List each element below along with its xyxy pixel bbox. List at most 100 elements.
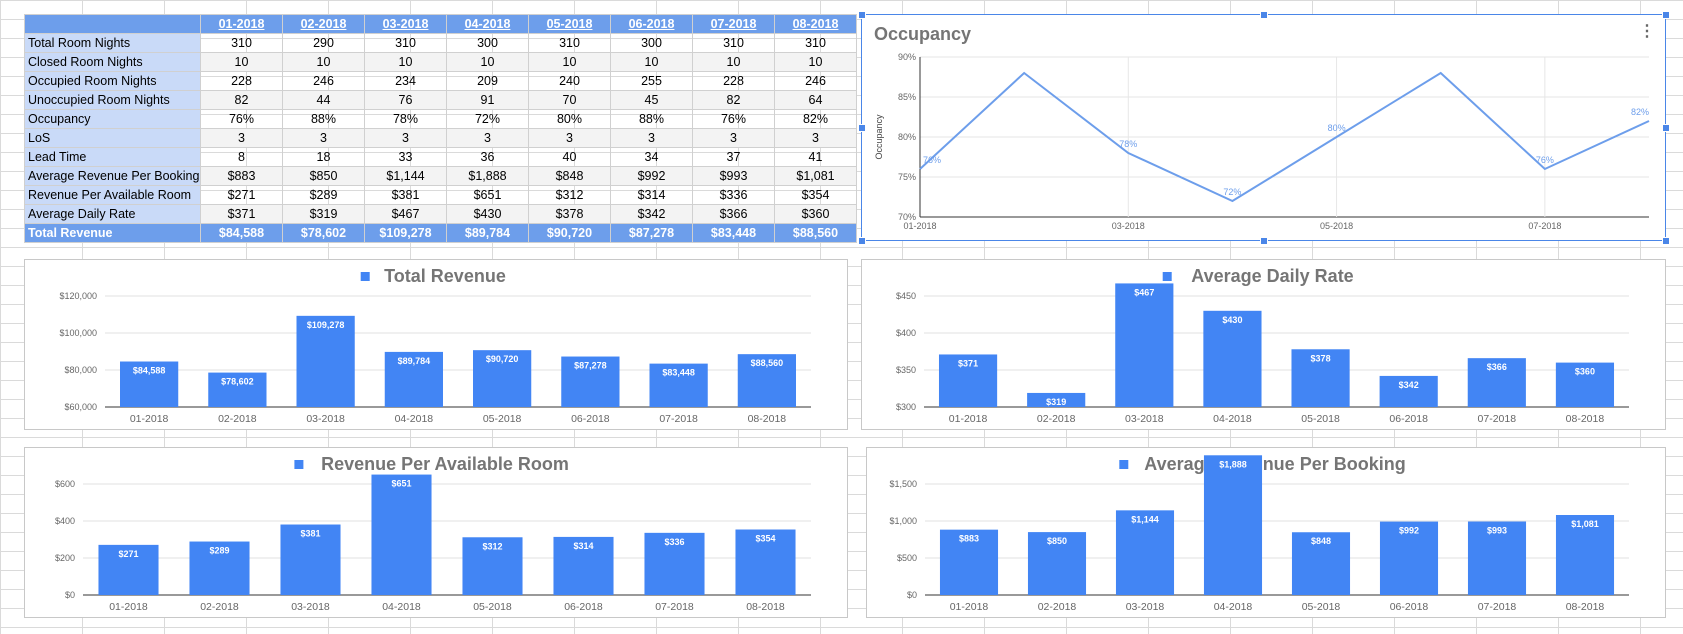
value-cell[interactable]: $381 xyxy=(364,185,447,205)
value-cell[interactable]: 80% xyxy=(528,109,611,129)
row-label-cell[interactable]: Unoccupied Room Nights xyxy=(24,90,201,110)
value-cell[interactable]: 255 xyxy=(610,71,693,91)
value-cell[interactable]: 88% xyxy=(610,109,693,129)
value-cell[interactable]: $992 xyxy=(610,166,693,186)
value-cell[interactable]: 3 xyxy=(446,128,529,148)
header-month-cell[interactable]: 05-2018 xyxy=(528,14,611,34)
resize-handle[interactable] xyxy=(1662,11,1670,19)
value-cell[interactable]: $850 xyxy=(282,166,365,186)
value-cell[interactable]: 88% xyxy=(282,109,365,129)
row-label-cell[interactable]: Average Daily Rate xyxy=(24,204,201,224)
value-cell[interactable]: $430 xyxy=(446,204,529,224)
value-cell[interactable]: $1,081 xyxy=(774,166,857,186)
value-cell[interactable]: 3 xyxy=(364,128,447,148)
value-cell[interactable]: $1,144 xyxy=(364,166,447,186)
row-label-cell[interactable]: Closed Room Nights xyxy=(24,52,201,72)
value-cell[interactable]: $883 xyxy=(200,166,283,186)
total-label-cell[interactable]: Total Revenue xyxy=(24,223,201,243)
row-label-cell[interactable]: Average Revenue Per Booking xyxy=(24,166,201,186)
header-month-cell[interactable]: 04-2018 xyxy=(446,14,529,34)
value-cell[interactable]: 3 xyxy=(610,128,693,148)
value-cell[interactable]: 300 xyxy=(610,33,693,53)
resize-handle[interactable] xyxy=(1260,237,1268,245)
value-cell[interactable]: $1,888 xyxy=(446,166,529,186)
value-cell[interactable]: 72% xyxy=(446,109,529,129)
value-cell[interactable]: 310 xyxy=(774,33,857,53)
value-cell[interactable]: $342 xyxy=(610,204,693,224)
average-daily-rate-chart[interactable]: Average Daily Rate $300 $350 $400 $450 $371 01… xyxy=(861,259,1666,430)
total-value-cell[interactable]: $84,588 xyxy=(200,223,283,243)
value-cell[interactable]: 3 xyxy=(528,128,611,148)
occupancy-chart[interactable]: Occupancy Occupancy 70% 75% 80% 85% 90% 01-2018… xyxy=(861,14,1666,241)
header-month-cell[interactable]: 02-2018 xyxy=(282,14,365,34)
value-cell[interactable]: 10 xyxy=(200,52,283,72)
value-cell[interactable]: $271 xyxy=(200,185,283,205)
value-cell[interactable]: 246 xyxy=(774,71,857,91)
value-cell[interactable]: $378 xyxy=(528,204,611,224)
value-cell[interactable]: 76% xyxy=(200,109,283,129)
value-cell[interactable]: 228 xyxy=(200,71,283,91)
resize-handle[interactable] xyxy=(858,237,866,245)
chart-menu-icon[interactable]: ⋮ xyxy=(1639,23,1655,40)
value-cell[interactable]: 310 xyxy=(364,33,447,53)
value-cell[interactable]: 44 xyxy=(282,90,365,110)
row-label-cell[interactable]: Occupied Room Nights xyxy=(24,71,201,91)
total-value-cell[interactable]: $88,560 xyxy=(774,223,857,243)
value-cell[interactable]: 3 xyxy=(282,128,365,148)
value-cell[interactable]: $289 xyxy=(282,185,365,205)
total-value-cell[interactable]: $87,278 xyxy=(610,223,693,243)
value-cell[interactable]: $360 xyxy=(774,204,857,224)
value-cell[interactable]: $371 xyxy=(200,204,283,224)
header-month-cell[interactable]: 06-2018 xyxy=(610,14,693,34)
resize-handle[interactable] xyxy=(1260,11,1268,19)
revpar-chart[interactable]: Revenue Per Available Room $0 $200 $400 $600… xyxy=(24,447,848,618)
header-corner-cell[interactable] xyxy=(24,14,201,34)
value-cell[interactable]: 76 xyxy=(364,90,447,110)
value-cell[interactable]: 10 xyxy=(610,52,693,72)
value-cell[interactable]: 246 xyxy=(282,71,365,91)
value-cell[interactable]: 234 xyxy=(364,71,447,91)
row-label-cell[interactable]: Total Room Nights xyxy=(24,33,201,53)
value-cell[interactable]: 70 xyxy=(528,90,611,110)
row-label-cell[interactable]: Revenue Per Available Room xyxy=(24,185,201,205)
value-cell[interactable]: 3 xyxy=(774,128,857,148)
row-label-cell[interactable]: Lead Time xyxy=(24,147,201,167)
arpb-chart[interactable]: Average Revenue Per Booking $0 $500 $1,000 $… xyxy=(866,447,1666,618)
value-cell[interactable]: 82% xyxy=(774,109,857,129)
value-cell[interactable]: 310 xyxy=(528,33,611,53)
resize-handle[interactable] xyxy=(858,124,866,132)
value-cell[interactable]: 209 xyxy=(446,71,529,91)
resize-handle[interactable] xyxy=(858,11,866,19)
row-label-cell[interactable]: Occupancy xyxy=(24,109,201,129)
header-month-cell[interactable]: 07-2018 xyxy=(692,14,775,34)
value-cell[interactable]: 45 xyxy=(610,90,693,110)
value-cell[interactable]: 300 xyxy=(446,33,529,53)
value-cell[interactable]: $366 xyxy=(692,204,775,224)
value-cell[interactable]: 10 xyxy=(692,52,775,72)
value-cell[interactable]: 33 xyxy=(364,147,447,167)
value-cell[interactable]: 228 xyxy=(692,71,775,91)
value-cell[interactable]: 36 xyxy=(446,147,529,167)
value-cell[interactable]: 78% xyxy=(364,109,447,129)
value-cell[interactable]: 10 xyxy=(364,52,447,72)
row-label-cell[interactable]: LoS xyxy=(24,128,201,148)
value-cell[interactable]: 10 xyxy=(528,52,611,72)
value-cell[interactable]: $336 xyxy=(692,185,775,205)
resize-handle[interactable] xyxy=(1662,237,1670,245)
value-cell[interactable]: 8 xyxy=(200,147,283,167)
value-cell[interactable]: $467 xyxy=(364,204,447,224)
header-month-cell[interactable]: 08-2018 xyxy=(774,14,857,34)
value-cell[interactable]: $651 xyxy=(446,185,529,205)
value-cell[interactable]: 91 xyxy=(446,90,529,110)
resize-handle[interactable] xyxy=(1662,124,1670,132)
total-value-cell[interactable]: $78,602 xyxy=(282,223,365,243)
value-cell[interactable]: 3 xyxy=(692,128,775,148)
total-revenue-chart[interactable]: Total Revenue $60,000 $80,000 $100,000 $120,… xyxy=(24,259,848,430)
value-cell[interactable]: 82 xyxy=(200,90,283,110)
value-cell[interactable]: 290 xyxy=(282,33,365,53)
value-cell[interactable]: $354 xyxy=(774,185,857,205)
value-cell[interactable]: 82 xyxy=(692,90,775,110)
value-cell[interactable]: 37 xyxy=(692,147,775,167)
total-value-cell[interactable]: $89,784 xyxy=(446,223,529,243)
header-month-cell[interactable]: 01-2018 xyxy=(200,14,283,34)
